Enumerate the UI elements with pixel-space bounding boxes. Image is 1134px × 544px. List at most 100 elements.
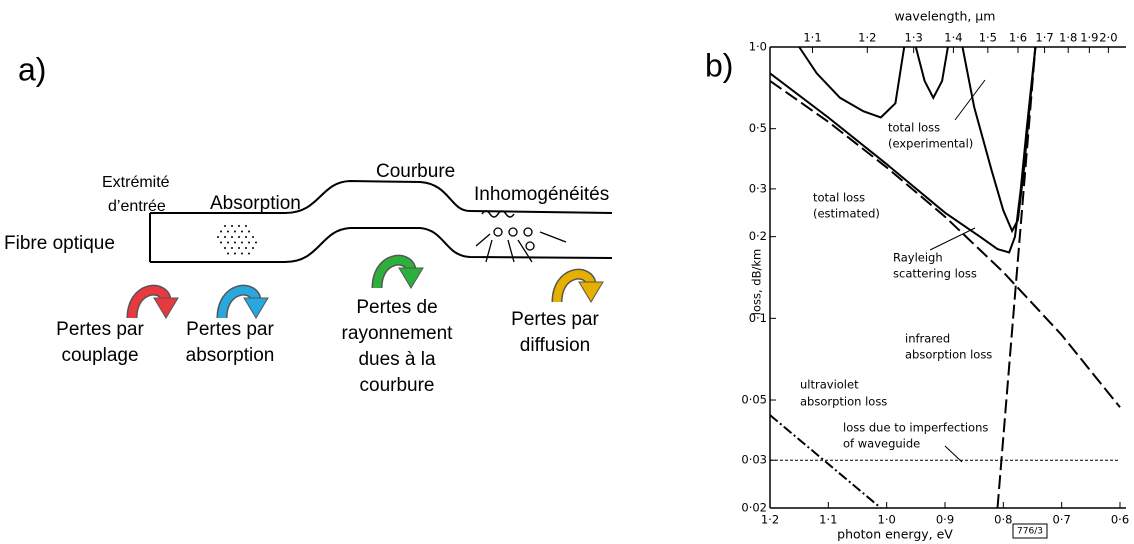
x-tick-label: 0·9 xyxy=(936,513,954,527)
chart: b) wavelength, µm photon energy, eV loss… xyxy=(705,9,1129,542)
dot xyxy=(227,241,229,244)
leader-line xyxy=(929,227,976,251)
dot xyxy=(245,247,247,249)
series-line xyxy=(769,80,1121,408)
x-tick-label: 0·8 xyxy=(994,513,1012,527)
y-tick-label: 0·02 xyxy=(741,501,767,515)
x2-tick-label: 1·5 xyxy=(979,31,997,45)
loss-label: dues à la xyxy=(358,349,436,370)
figure-code: 776/3 xyxy=(1017,527,1043,537)
y-tick-label: 0·3 xyxy=(749,181,767,195)
curved-arrow xyxy=(551,268,604,303)
arrow-body xyxy=(128,286,170,319)
series-line xyxy=(769,414,882,509)
loss-label: diffusion xyxy=(520,335,590,356)
annotation: (estimated) xyxy=(813,207,880,221)
dot xyxy=(241,252,243,255)
panel-label: a) xyxy=(18,51,46,87)
arrow-head xyxy=(153,297,179,319)
loss-label: Pertes par xyxy=(56,319,144,340)
arrow-body xyxy=(373,256,415,289)
curved-arrow xyxy=(371,254,424,289)
inhomogeneity xyxy=(481,210,515,218)
dot xyxy=(231,247,233,249)
label: Courbure xyxy=(376,161,455,182)
fiber-edge xyxy=(150,179,613,214)
leader-line xyxy=(954,79,986,121)
x-tick-label: 0·7 xyxy=(1053,513,1071,527)
label: Inhomogénéités xyxy=(474,184,609,205)
annotation: infrared xyxy=(905,332,950,346)
loss-label: couplage xyxy=(61,345,138,366)
annotation: absorption loss xyxy=(905,348,992,362)
loss-label: Pertes par xyxy=(186,319,274,340)
annotation: ultraviolet xyxy=(800,378,859,392)
panel-label: b) xyxy=(705,47,733,83)
x2-tick-label: 1·7 xyxy=(1035,31,1053,45)
series-line xyxy=(996,46,1037,509)
annotation: (experimental) xyxy=(888,137,973,151)
dot xyxy=(252,247,254,249)
dot xyxy=(217,236,219,238)
annotation: total loss xyxy=(888,121,940,135)
x-axis-label: photon energy, eV xyxy=(837,527,953,542)
annotation: of waveguide xyxy=(843,437,920,451)
dot xyxy=(238,225,240,227)
dot xyxy=(238,247,240,249)
dot xyxy=(231,236,233,238)
dot xyxy=(248,252,250,255)
diagram: a) Extrémité d’entrée Absorption Courbur… xyxy=(4,51,613,396)
dot xyxy=(220,230,222,233)
dot xyxy=(224,225,226,227)
label: Absorption xyxy=(210,193,301,214)
annotation: scattering loss xyxy=(893,267,977,281)
x-tick-label: 1·1 xyxy=(819,513,837,527)
arrow-head xyxy=(243,297,269,319)
absorption-dots xyxy=(217,225,257,255)
annotation: Rayleigh xyxy=(893,251,943,265)
loss-arrows xyxy=(126,254,604,319)
x2-tick-label: 1·4 xyxy=(944,31,962,45)
annotation: absorption loss xyxy=(800,395,887,409)
leader-line xyxy=(944,445,963,463)
y-tick-label: 0·5 xyxy=(749,121,767,135)
y-tick-label: 0·2 xyxy=(749,229,767,243)
x-tick-label: 1·2 xyxy=(761,513,779,527)
dot xyxy=(224,247,226,249)
y-tick-label: 0·1 xyxy=(749,311,767,325)
arrow-body xyxy=(553,270,595,303)
y-tick-label: 0·03 xyxy=(741,453,767,467)
y-axis-label: loss, dB/km xyxy=(750,249,764,315)
arrow-head xyxy=(398,267,424,289)
series-line xyxy=(769,46,1037,254)
loss-label: rayonnement xyxy=(342,323,454,344)
x2-tick-label: 1·9 xyxy=(1080,31,1098,45)
curved-arrow xyxy=(126,284,179,319)
y-tick-label: 0·05 xyxy=(741,393,767,407)
x2-tick-label: 2·0 xyxy=(1099,31,1117,45)
x2-tick-label: 1·8 xyxy=(1059,31,1077,45)
fiber-edge xyxy=(149,213,613,263)
annotation: loss due to imperfections xyxy=(843,421,988,435)
x2-axis-label: wavelength, µm xyxy=(895,9,996,24)
dot xyxy=(248,230,250,233)
dot xyxy=(224,236,226,238)
label: Extrémité xyxy=(102,174,170,191)
annotation: total loss xyxy=(813,191,865,205)
dot xyxy=(231,225,233,227)
dot xyxy=(241,241,243,244)
curved-arrow xyxy=(216,284,269,319)
code-box xyxy=(1012,523,1048,539)
label: Fibre optique xyxy=(4,233,115,254)
dot xyxy=(252,236,254,238)
dot xyxy=(234,252,236,255)
loss-label: absorption xyxy=(186,345,275,366)
x2-tick-label: 1·1 xyxy=(803,31,821,45)
x-tick-label: 1·0 xyxy=(878,513,896,527)
x2-tick-label: 1·2 xyxy=(858,31,876,45)
dot xyxy=(248,241,250,244)
x-tick-label: 0·6 xyxy=(1111,513,1129,527)
dot xyxy=(238,236,240,238)
dot xyxy=(234,230,236,233)
dot xyxy=(255,241,257,244)
